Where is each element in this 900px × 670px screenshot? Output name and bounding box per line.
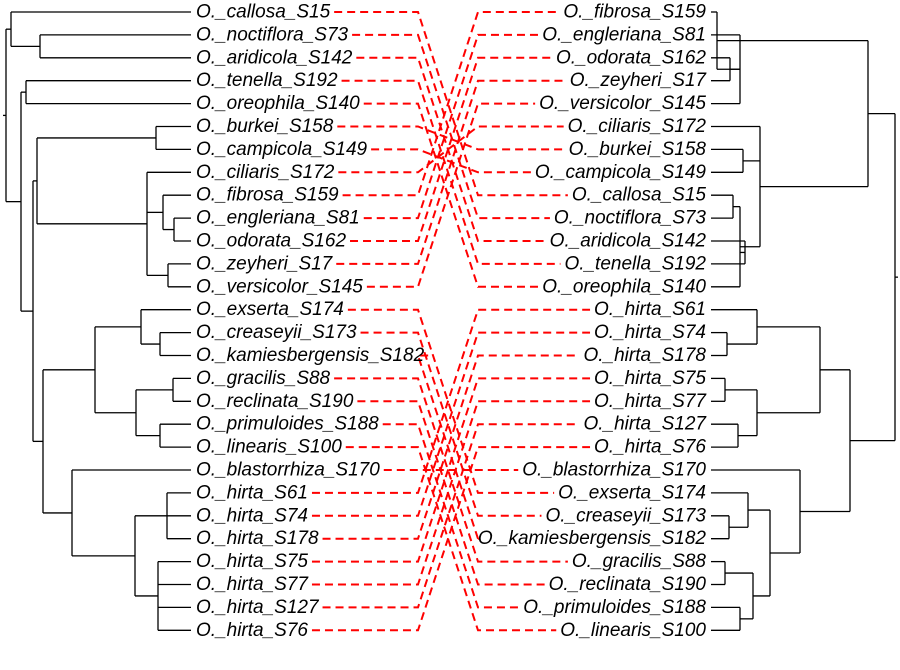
- right-tip-label-o-reclinata-s190: O._reclinata_S190: [549, 574, 707, 595]
- left-tip-label-o-campicola-s149: O._campicola_S149: [196, 139, 368, 160]
- left-tip-label-o-ciliaris-s172: O._ciliaris_S172: [196, 162, 335, 183]
- right-tip-label-o-hirta-s75: O._hirta_S75: [594, 368, 706, 389]
- right-tip-label-o-creaseyii-s173: O._creaseyii_S173: [545, 505, 706, 526]
- right-tip-label-o-versicolor-s145: O._versicolor_S145: [539, 93, 706, 114]
- connector-lines: [311, 11, 591, 632]
- left-tip-label-o-hirta-s75: O._hirta_S75: [196, 551, 308, 572]
- right-tip-label-o-hirta-s127: O._hirta_S127: [583, 414, 707, 435]
- connector-o-kamiesbergensis-s182: [416, 354, 480, 540]
- connector-o-engleriana-s81: [363, 33, 539, 220]
- right-tip-label-o-engleriana-s81: O._engleriana_S81: [542, 24, 706, 45]
- right-tip-label-o-hirta-s77: O._hirta_S77: [594, 391, 707, 412]
- connector-o-ciliaris-s172: [338, 125, 564, 174]
- right-tip-label-o-hirta-s74: O._hirta_S74: [594, 322, 706, 343]
- left-tip-label-o-hirta-s77: O._hirta_S77: [196, 574, 309, 595]
- right-tip-label-o-aridicola-s142: O._aridicola_S142: [550, 231, 707, 252]
- left-tip-label-o-fibrosa-s159: O._fibrosa_S159: [196, 185, 339, 206]
- left-tip-label-o-kamiesbergensis-s182: O._kamiesbergensis_S182: [196, 345, 425, 366]
- right-tip-label-o-callosa-s15: O._callosa_S15: [572, 185, 707, 206]
- connector-o-gracilis-s88: [334, 377, 568, 563]
- connector-o-versicolor-s145: [366, 102, 536, 288]
- left-tip-label-o-versicolor-s145: O._versicolor_S145: [196, 276, 363, 297]
- left-dendrogram: [3, 11, 191, 631]
- connector-o-hirta-s74: [311, 331, 591, 517]
- connector-o-primuloides-s188: [382, 423, 520, 609]
- left-tip-label-o-blastorrhiza-s170: O._blastorrhiza_S170: [196, 460, 380, 481]
- left-tip-label-o-gracilis-s88: O._gracilis_S88: [196, 368, 331, 389]
- left-tip-label-o-linearis-s100: O._linearis_S100: [196, 437, 342, 458]
- connector-o-hirta-s61: [311, 308, 591, 494]
- connector-o-exserta-s174: [347, 308, 555, 494]
- connector-o-odorata-s162: [350, 56, 552, 242]
- left-tip-label-o-hirta-s178: O._hirta_S178: [196, 528, 319, 549]
- right-tip-label-o-hirta-s178: O._hirta_S178: [583, 345, 706, 366]
- connector-o-callosa-s15: [334, 11, 568, 197]
- connector-o-burkei-s158: [337, 125, 565, 151]
- connector-o-zeyheri-s17: [336, 79, 566, 265]
- right-tip-label-o-fibrosa-s159: O._fibrosa_S159: [563, 2, 706, 23]
- left-tip-label-o-zeyheri-s17: O._zeyheri_S17: [196, 253, 334, 274]
- right-tip-label-o-burkei-s158: O._burkei_S158: [569, 139, 707, 160]
- connector-o-hirta-s75: [311, 377, 591, 563]
- left-tip-label-o-oreophila-s140: O._oreophila_S140: [196, 93, 360, 114]
- left-tip-label-o-engleriana-s81: O._engleriana_S81: [196, 208, 360, 229]
- left-tip-label-o-callosa-s15: O._callosa_S15: [196, 2, 331, 23]
- right-tip-label-o-tenella-s192: O._tenella_S192: [564, 253, 706, 274]
- left-tip-labels: O._callosa_S15O._noctiflora_S73O._aridic…: [196, 2, 425, 641]
- left-tip-label-o-tenella-s192: O._tenella_S192: [196, 70, 338, 91]
- connector-o-hirta-s76: [311, 446, 591, 632]
- right-tip-label-o-ciliaris-s172: O._ciliaris_S172: [568, 116, 707, 137]
- right-tip-label-o-linearis-s100: O._linearis_S100: [560, 620, 706, 641]
- connector-o-campicola-s149: [371, 148, 531, 174]
- right-tip-label-o-primuloides-s188: O._primuloides_S188: [523, 597, 706, 618]
- right-dendrogram: [711, 11, 898, 631]
- connector-o-linearis-s100: [345, 446, 557, 632]
- right-tip-label-o-hirta-s61: O._hirta_S61: [594, 299, 706, 320]
- right-tip-label-o-exserta-s174: O._exserta_S174: [558, 482, 706, 503]
- left-tip-label-o-primuloides-s188: O._primuloides_S188: [196, 414, 379, 435]
- right-tip-label-o-blastorrhiza-s170: O._blastorrhiza_S170: [522, 460, 706, 481]
- right-tip-label-o-odorata-s162: O._odorata_S162: [556, 47, 706, 68]
- left-tip-label-o-burkei-s158: O._burkei_S158: [196, 116, 334, 137]
- right-tip-label-o-campicola-s149: O._campicola_S149: [535, 162, 707, 183]
- connector-o-hirta-s178: [322, 354, 580, 540]
- right-tip-label-o-noctiflora-s73: O._noctiflora_S73: [554, 208, 707, 229]
- left-tip-label-o-creaseyii-s173: O._creaseyii_S173: [196, 322, 357, 343]
- connector-o-oreophila-s140: [363, 102, 539, 288]
- connector-o-hirta-s77: [311, 400, 591, 586]
- right-tip-label-o-hirta-s76: O._hirta_S76: [594, 437, 706, 458]
- left-tip-label-o-hirta-s74: O._hirta_S74: [196, 505, 308, 526]
- connector-o-tenella-s192: [341, 79, 561, 265]
- right-tip-label-o-zeyheri-s17: O._zeyheri_S17: [570, 70, 708, 91]
- left-tip-label-o-exserta-s174: O._exserta_S174: [196, 299, 344, 320]
- left-tip-label-o-hirta-s127: O._hirta_S127: [196, 597, 320, 618]
- left-tip-label-o-noctiflora-s73: O._noctiflora_S73: [196, 24, 349, 45]
- left-tip-label-o-hirta-s61: O._hirta_S61: [196, 482, 308, 503]
- left-tip-label-o-aridicola-s142: O._aridicola_S142: [196, 47, 353, 68]
- connector-o-creaseyii-s173: [360, 331, 542, 517]
- right-tip-label-o-kamiesbergensis-s182: O._kamiesbergensis_S182: [478, 528, 707, 549]
- right-tip-label-o-gracilis-s88: O._gracilis_S88: [572, 551, 707, 572]
- right-tip-labels: O._fibrosa_S159O._engleriana_S81O._odora…: [478, 2, 708, 641]
- left-tip-label-o-hirta-s76: O._hirta_S76: [196, 620, 308, 641]
- connector-o-hirta-s127: [322, 423, 580, 609]
- right-tip-label-o-oreophila-s140: O._oreophila_S140: [542, 276, 706, 297]
- connector-o-fibrosa-s159: [342, 11, 560, 197]
- left-tip-label-o-odorata-s162: O._odorata_S162: [196, 231, 346, 252]
- left-tip-label-o-reclinata-s190: O._reclinata_S190: [196, 391, 354, 412]
